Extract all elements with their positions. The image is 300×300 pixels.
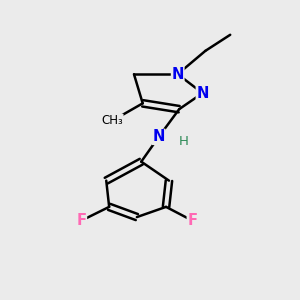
Text: F: F: [76, 213, 86, 228]
Text: F: F: [187, 213, 197, 228]
Text: N: N: [172, 67, 184, 82]
Text: H: H: [178, 135, 188, 148]
Text: CH₃: CH₃: [101, 114, 123, 127]
Text: N: N: [153, 129, 165, 144]
Text: N: N: [196, 85, 209, 100]
